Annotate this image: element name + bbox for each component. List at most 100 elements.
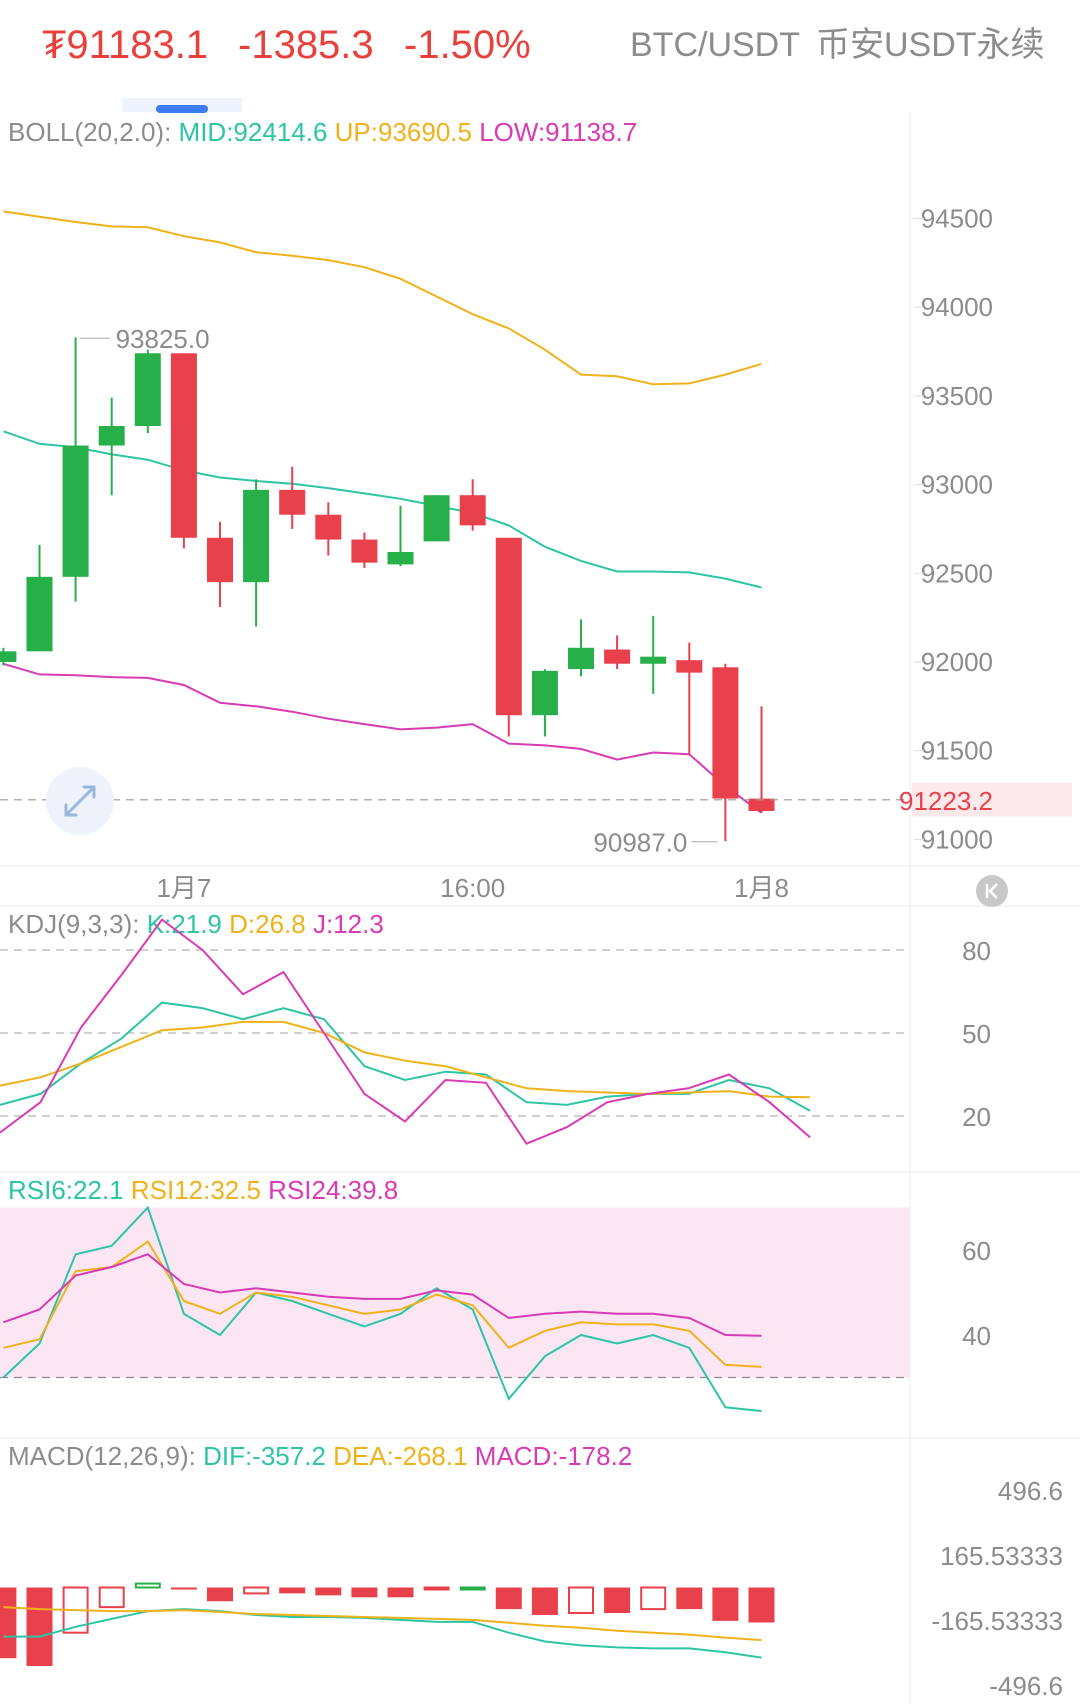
macd-axis-tick: -165.53333 [931,1606,1063,1636]
candle-down [351,539,378,563]
candle-up [640,656,667,664]
macd-axis-tick: 496.6 [998,1476,1063,1506]
price-change: -1385.3 [238,23,374,67]
candle-down [279,489,306,515]
rsi-label: RSI6:22.1 RSI12:32.5 RSI24:39.8 [8,1175,398,1205]
candle-up [62,445,89,577]
price-axis-tick: 94500 [921,203,993,233]
time-axis-label: 1月8 [734,873,789,903]
kdj-j-line [0,918,811,1145]
macd-histogram-bar [98,1586,125,1609]
macd-histogram-bar [423,1586,450,1591]
macd-name: MACD(12,26,9): [8,1441,203,1471]
kdj-label: KDJ(9,3,3): K:21.9 D:26.8 J:12.3 [8,909,384,939]
macd-histogram-bar [315,1587,342,1596]
rsi-rsi6-line [2,1205,762,1413]
candle-down [748,798,775,812]
boll-mid-line [3,430,762,589]
price-axis-tick: 93000 [921,470,993,500]
last-price: ₮91183.1 [42,23,209,67]
kdj-d-value: D:26.8 [229,909,313,939]
macd-histogram-bar [170,1587,197,1590]
macd-histogram-bar [207,1587,233,1602]
price-axis-tick: 93500 [921,381,993,411]
trading-pair[interactable]: BTC/USDT [630,26,800,64]
macd-histogram-bar [712,1587,739,1621]
high-marker-label: 93825.0 [116,324,210,354]
rsi24-value: RSI24:39.8 [268,1175,398,1205]
macd-histogram-bar [279,1587,306,1594]
candle-down [315,514,342,540]
macd-hist-value: MACD:-178.2 [475,1441,633,1471]
kdj-axis-tick: 80 [962,936,991,966]
scroll-latest-icon-bg[interactable] [976,875,1008,907]
price-axis-tick: 91500 [921,736,993,766]
market-name[interactable]: 币安USDT永续 [816,26,1045,64]
macd-axis-tick: -496.6 [989,1671,1063,1701]
boll-up-value: UP:93690.5 [335,117,480,147]
kdj-k-value: K:21.9 [147,909,229,939]
boll-up-line [3,210,762,386]
macd-histogram-bar [604,1587,631,1614]
time-axis-label: 1月7 [156,873,211,903]
candle-up [98,426,125,446]
expand-icon [64,785,96,817]
macd-dea-value: DEA:-268.1 [333,1441,475,1471]
candle-up [568,647,594,670]
candle-up [387,551,414,565]
ticker-header: ₮91183.1 -1385.3 -1.50% BTC/USDT 币安USDT永… [0,0,1080,100]
candle-up [26,576,53,652]
kdj-k-line [0,1001,811,1112]
low-marker-label: 90987.0 [593,828,687,858]
kdj-axis-tick: 50 [962,1019,991,1049]
macd-histogram-bar [495,1587,522,1610]
macd-dif-line [3,1608,762,1659]
macd-histogram-bar [459,1586,486,1591]
boll-mid-value: MID:92414.6 [179,117,335,147]
candle-up [423,495,450,542]
price-change-percent: -1.50% [404,23,531,67]
boll-low-value: LOW:91138.7 [479,117,637,147]
last-price-tag: 91223.2 [899,786,993,816]
macd-histogram-bar [748,1587,775,1623]
macd-label: MACD(12,26,9): DIF:-357.2 DEA:-268.1 MAC… [8,1441,632,1471]
boll-label: BOLL(20,2.0): MID:92414.6 UP:93690.5 LOW… [8,117,637,147]
macd-histogram-bar [243,1586,270,1595]
boll-name: BOLL(20,2.0): [8,117,179,147]
price-axis-tick: 94000 [921,292,993,322]
macd-dif-value: DIF:-357.2 [203,1441,333,1471]
macd-histogram-bar [0,1587,17,1659]
time-axis-label: 16:00 [440,873,505,903]
candle-down [712,667,739,799]
rsi6-value: RSI6:22.1 [8,1175,131,1205]
macd-histogram-bar [351,1587,378,1598]
rsi-rsi12-line [3,1240,762,1368]
macd-histogram-bar [676,1587,703,1610]
macd-histogram-bar [640,1586,667,1611]
rsi12-value: RSI12:32.5 [131,1175,268,1205]
kdj-name: KDJ(9,3,3): [8,909,147,939]
macd-histogram-bar [531,1587,558,1615]
candle-up [531,670,558,716]
scroll-latest-icon [985,883,998,899]
rsi-axis-tick: 40 [962,1321,991,1351]
candle-down [495,537,522,716]
macd-histogram-bar [26,1587,53,1667]
candle-up [134,353,161,427]
macd-histogram-bar [134,1582,161,1589]
candle-down [459,495,486,526]
candle-up [0,651,17,662]
candle-down [676,660,703,673]
candle-up [243,489,270,583]
candle-down [170,353,197,538]
candle-down [207,537,233,583]
boll-low-line [3,662,763,814]
kdj-d-line [0,1020,811,1099]
macd-dea-line [3,1606,762,1642]
rsi-rsi24-line [3,1253,762,1337]
price-axis-tick: 91000 [921,824,993,854]
price-axis-tick: 92500 [921,558,993,588]
scroll-indicator-thumb [156,105,208,113]
macd-axis-tick: 165.53333 [940,1541,1063,1571]
